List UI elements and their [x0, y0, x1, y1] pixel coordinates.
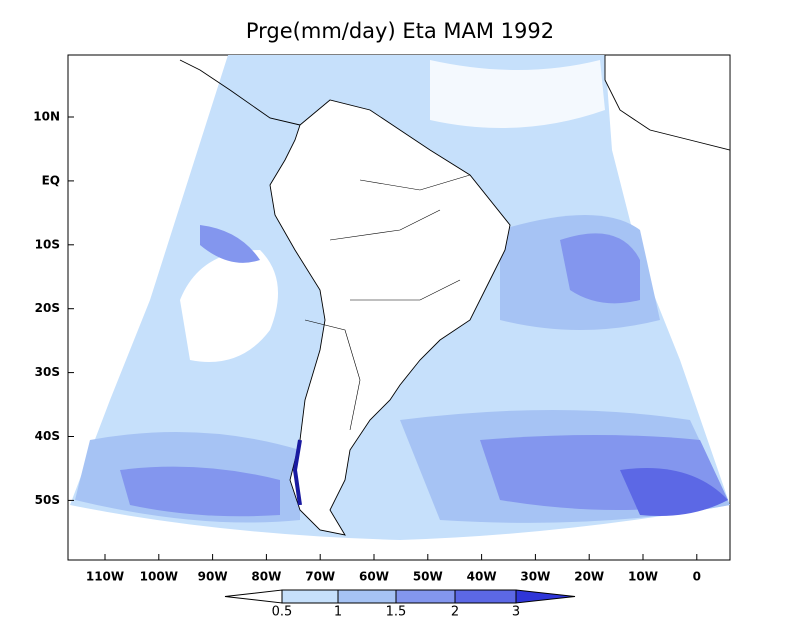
- colorbar-swatch: [224, 589, 283, 604]
- lat-label: 20S: [35, 301, 60, 315]
- lon-labels: 110W 100W 90W 80W 70W 60W 50W 40W 30W 20W 10W 0: [86, 554, 701, 584]
- lat-label: 40S: [35, 429, 60, 443]
- colorbar-label: 0.5: [272, 605, 293, 619]
- colorbar-swatch: [454, 589, 517, 604]
- lon-label: 10W: [628, 570, 658, 584]
- lon-label: 100W: [140, 570, 178, 584]
- lon-label: 70W: [305, 570, 335, 584]
- lat-label: 30S: [35, 365, 60, 379]
- lat-label: 50S: [35, 493, 60, 507]
- colorbar-swatch: [281, 589, 339, 604]
- coastlines: [179, 54, 731, 536]
- lon-label: 60W: [359, 570, 389, 584]
- lat-labels: 10N EQ 10S 20S 30S 40S 50S: [33, 110, 74, 507]
- lon-label: 0: [693, 570, 701, 584]
- lon-label: 30W: [520, 570, 550, 584]
- colorbar: 0.5 1 1.5 2 3: [224, 589, 576, 620]
- colorbar-label: 1: [334, 605, 342, 619]
- lon-label: 20W: [574, 570, 604, 584]
- lon-label: 110W: [86, 570, 124, 584]
- lat-label: EQ: [42, 173, 60, 187]
- colorbar-label: 2: [451, 605, 459, 619]
- lon-label: 40W: [467, 570, 497, 584]
- colorbar-label: 3: [512, 605, 520, 619]
- lon-label: 50W: [413, 570, 443, 584]
- lon-label: 80W: [251, 570, 281, 584]
- lon-label: 90W: [198, 570, 228, 584]
- colorbar-swatch: [395, 589, 456, 604]
- colorbar-swatch: [337, 589, 397, 604]
- lat-label: 10S: [35, 237, 60, 251]
- colorbar-label: 1.5: [386, 605, 407, 619]
- map-title: Prge(mm/day) Eta MAM 1992: [246, 19, 554, 43]
- colorbar-swatch: [515, 589, 576, 604]
- lat-label: 10N: [33, 110, 60, 124]
